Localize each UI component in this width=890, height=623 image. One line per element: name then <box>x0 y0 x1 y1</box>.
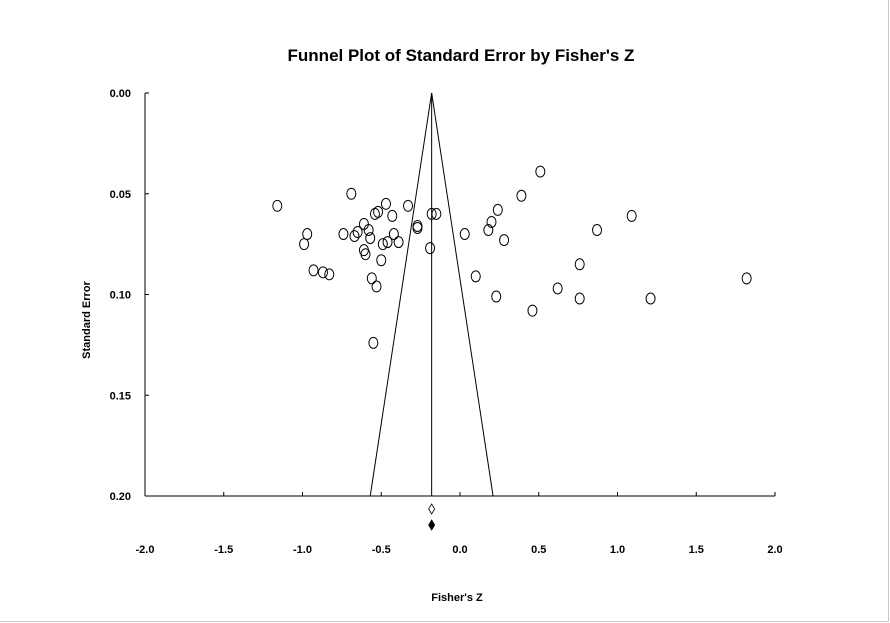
x-axis-label: Fisher's Z <box>431 592 483 604</box>
data-point <box>459 228 470 241</box>
data-point <box>516 189 527 202</box>
data-point <box>431 207 442 220</box>
data-point <box>338 228 349 241</box>
x-tick-label: -2.0 <box>136 544 155 556</box>
data-point <box>360 248 371 261</box>
x-tick-label: 0.0 <box>452 544 467 556</box>
data-point <box>352 226 363 239</box>
x-tick-label: 1.0 <box>610 544 625 556</box>
x-tick-label: 0.5 <box>531 544 546 556</box>
y-axis-label: Standard Error <box>81 280 93 358</box>
x-tick-label: -0.5 <box>372 544 391 556</box>
data-point <box>324 268 335 281</box>
x-tick-label: 1.5 <box>689 544 704 556</box>
data-point <box>645 292 656 305</box>
data-point <box>380 197 391 210</box>
data-point <box>741 272 752 285</box>
data-point <box>412 219 423 232</box>
data-point <box>308 264 319 277</box>
data-point <box>574 292 585 305</box>
data-point <box>366 272 377 285</box>
plot-area <box>144 92 775 531</box>
data-point <box>626 209 637 222</box>
funnel-left-line <box>369 92 433 497</box>
data-point <box>492 203 503 216</box>
y-tick-label: 0.00 <box>110 88 131 100</box>
data-point <box>393 236 404 249</box>
data-point <box>403 199 414 212</box>
data-point <box>382 236 393 249</box>
data-point <box>365 232 376 245</box>
x-tick-label: -1.0 <box>293 544 312 556</box>
y-axis-ticks: 0.00 0.05 0.10 0.15 0.20 <box>110 88 149 503</box>
y-tick-label: 0.20 <box>110 491 131 503</box>
data-point <box>499 234 510 247</box>
x-tick-label: -1.5 <box>214 544 233 556</box>
data-point <box>376 254 387 267</box>
data-point <box>426 207 437 220</box>
data-point <box>535 165 546 178</box>
x-axis-ticks: -2.0 -1.5 -1.0 -0.5 0.0 0.5 1.0 1.5 2.0 <box>136 492 783 556</box>
funnel-right-line <box>431 92 494 497</box>
data-point <box>349 230 360 243</box>
data-point <box>483 224 494 237</box>
data-point <box>373 205 384 218</box>
data-point <box>377 238 388 251</box>
data-point <box>358 217 369 230</box>
data-point <box>552 282 563 295</box>
y-tick-label: 0.05 <box>110 189 131 201</box>
data-point <box>363 224 374 237</box>
observed-summary-diamond <box>428 503 436 515</box>
data-point <box>317 266 328 279</box>
data-point <box>371 280 382 293</box>
data-point <box>486 215 497 228</box>
adjusted-summary-diamond <box>428 519 436 531</box>
data-point <box>470 270 481 283</box>
data-point <box>272 199 283 212</box>
data-point <box>346 187 357 200</box>
data-point <box>592 224 603 237</box>
data-point <box>491 290 502 303</box>
y-tick-label: 0.15 <box>110 390 131 402</box>
data-point <box>425 242 436 255</box>
data-point <box>368 336 379 349</box>
data-point <box>574 258 585 271</box>
chart-title: Funnel Plot of Standard Error by Fisher'… <box>288 46 635 65</box>
x-tick-label: 2.0 <box>767 544 782 556</box>
y-tick-label: 0.10 <box>110 290 131 302</box>
data-point <box>299 238 310 251</box>
data-point <box>387 209 398 222</box>
data-point <box>527 304 538 317</box>
data-point <box>302 228 313 241</box>
data-point <box>388 228 399 241</box>
data-points <box>272 165 752 349</box>
